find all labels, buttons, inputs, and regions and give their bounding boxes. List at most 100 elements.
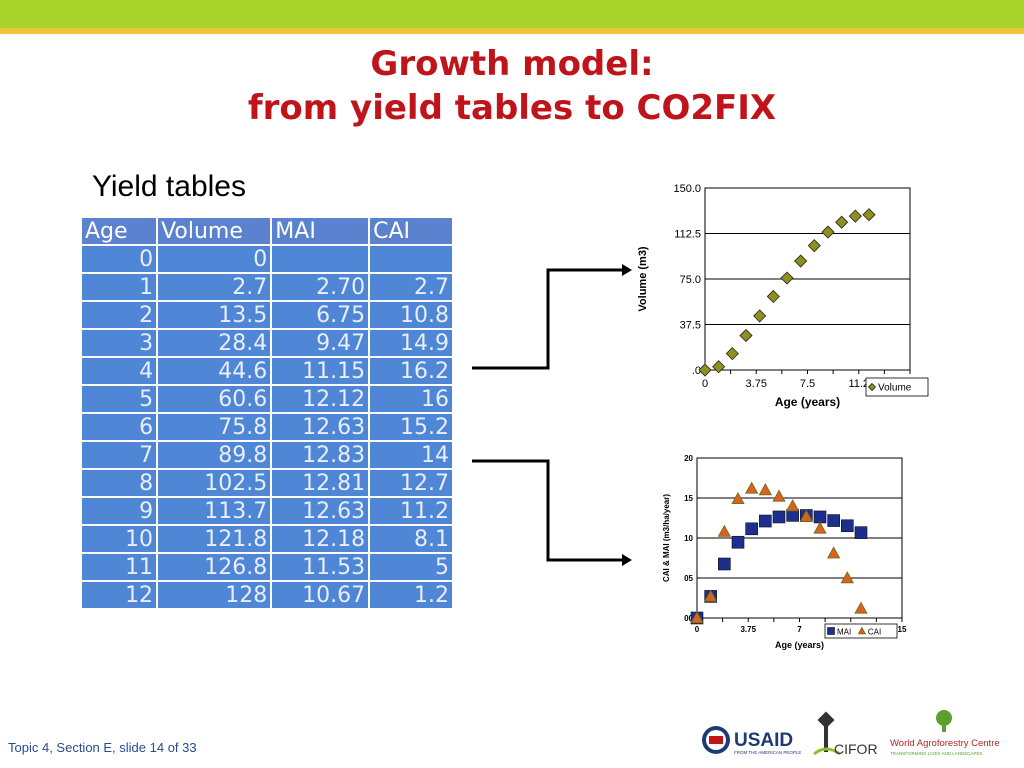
data-point <box>826 546 841 559</box>
cifor-logo-text: CIFOR <box>834 741 878 757</box>
data-point <box>759 514 772 528</box>
x-tick-label: 3.75 <box>746 378 767 390</box>
y-tick-label: 37.5 <box>680 319 701 331</box>
data-point <box>766 289 780 304</box>
data-point <box>813 521 827 534</box>
cell-mai: 6.75 <box>270 300 371 330</box>
legend-box <box>865 377 929 397</box>
yield-table: Age Volume MAI CAI 0 0 1 2.7 2.70 2.7 2 13.5 6.7… <box>79 216 454 610</box>
cell-cai: 12.7 <box>368 468 454 498</box>
data-point <box>821 225 835 239</box>
header-mai: MAI <box>270 216 371 246</box>
cell-mai: 9.47 <box>270 328 371 358</box>
cell-mai: 11.15 <box>270 356 371 386</box>
cell-age: 3 <box>79 328 159 358</box>
cell-volume: 75.8 <box>156 412 273 442</box>
cell-cai: 11.2 <box>368 496 454 526</box>
cell-cai: 16 <box>368 384 454 414</box>
data-point <box>703 589 718 602</box>
icraf-logo-subtext: TRANSFORMING LIVES AND LANDSCAPES <box>890 751 983 756</box>
header-age: Age <box>79 216 159 246</box>
legend-label: Volume <box>878 383 912 394</box>
data-point <box>807 239 821 253</box>
data-point <box>731 535 745 549</box>
cell-mai: 12.81 <box>270 468 371 498</box>
data-point <box>731 491 745 504</box>
cell-volume: 44.6 <box>156 356 273 386</box>
legend-label: CAI <box>868 628 881 637</box>
usaid-logo: USAID FROM THE AMERICAN PEOPLE <box>702 726 801 755</box>
usaid-logo-subtext: FROM THE AMERICAN PEOPLE <box>734 750 801 755</box>
cell-age: 12 <box>79 580 159 610</box>
cell-age: 7 <box>79 440 159 470</box>
x-tick-label: 11.2 <box>848 378 869 390</box>
cell-volume: 28.4 <box>156 328 273 358</box>
data-point <box>862 208 876 222</box>
data-point <box>753 309 767 323</box>
y-tick-label: 150.0 <box>673 183 701 195</box>
y-axis-label: Volume (m3) <box>637 246 649 312</box>
data-point <box>785 499 800 512</box>
table-row: 1 2.7 2.70 2.7 <box>79 272 454 302</box>
table-row: 8 102.5 12.81 12.7 <box>79 468 454 498</box>
table-header-row: Age Volume MAI CAI <box>79 216 454 246</box>
cell-age: 5 <box>79 384 159 414</box>
table-row: 11 126.8 11.53 5 <box>79 552 454 582</box>
table-row: 3 28.4 9.47 14.9 <box>79 328 454 358</box>
table-row: 6 75.8 12.63 15.2 <box>79 412 454 442</box>
data-point <box>813 510 827 524</box>
x-tick-label: 0 <box>695 625 700 634</box>
cell-age: 9 <box>79 496 159 526</box>
data-point <box>794 254 808 268</box>
data-point <box>739 328 753 343</box>
cell-age: 6 <box>79 412 159 442</box>
connector-arrows <box>472 264 632 566</box>
data-point <box>698 363 712 377</box>
x-tick-label: 3.75 <box>740 625 756 634</box>
icraf-logo: World Agroforestry Centre TRANSFORMING L… <box>890 710 1000 756</box>
y-tick-label: 15 <box>684 494 693 503</box>
table-row: 2 13.5 6.75 10.8 <box>79 300 454 330</box>
table-row: 4 44.6 11.15 16.2 <box>79 356 454 386</box>
top-banner <box>0 0 1024 28</box>
cell-volume: 121.8 <box>156 524 273 554</box>
cell-age: 2 <box>79 300 159 330</box>
data-point <box>854 601 868 614</box>
data-point <box>857 626 867 635</box>
y-tick-label: 112.5 <box>674 228 701 240</box>
cell-volume: 2.7 <box>156 272 273 302</box>
cell-cai: 14.9 <box>368 328 454 358</box>
x-tick-label: 7 <box>797 625 802 634</box>
slide-title: Growth model: from yield tables to CO2FI… <box>0 42 1024 130</box>
cell-cai: 10.8 <box>368 300 454 330</box>
cell-cai: 1.2 <box>368 580 454 610</box>
data-point <box>827 627 835 635</box>
data-point <box>799 509 814 522</box>
legend-label: MAI <box>837 628 851 637</box>
cell-cai: 14 <box>368 440 454 470</box>
cell-mai: 12.12 <box>270 384 371 414</box>
cell-cai <box>368 244 454 274</box>
y-tick-label: 00 <box>684 614 693 623</box>
cell-volume: 13.5 <box>156 300 273 330</box>
cell-mai <box>270 244 371 274</box>
header-volume: Volume <box>156 216 273 246</box>
y-axis-label: CAI & MAI (m3/ha/year) <box>662 494 671 582</box>
partner-logos: USAID FROM THE AMERICAN PEOPLE CIFOR Wor… <box>702 710 1000 757</box>
cell-volume: 60.6 <box>156 384 273 414</box>
data-point <box>867 382 877 392</box>
data-point <box>725 347 739 361</box>
cell-age: 0 <box>79 244 159 274</box>
cell-mai: 11.53 <box>270 552 371 582</box>
cell-age: 8 <box>79 468 159 498</box>
cell-volume: 113.7 <box>156 496 273 526</box>
cell-mai: 2.70 <box>270 272 371 302</box>
cell-volume: 128 <box>156 580 273 610</box>
cell-cai: 16.2 <box>368 356 454 386</box>
data-point <box>848 209 862 223</box>
data-point <box>780 271 794 285</box>
icraf-logo-text: World Agroforestry Centre <box>890 738 1000 749</box>
data-point <box>745 522 758 536</box>
y-tick-label: 05 <box>684 574 693 583</box>
